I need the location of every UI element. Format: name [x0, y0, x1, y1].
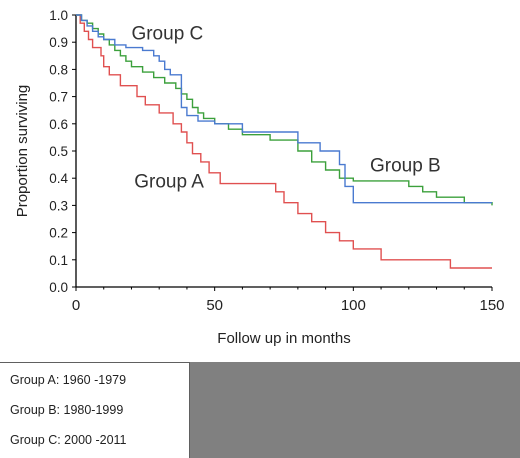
x-tick-label: 50 — [206, 297, 223, 314]
series-line-group-c — [76, 14, 492, 204]
chart-panel: 0.0 0.1 0.2 0.3 0.4 0.5 0.6 0.7 0.8 0.9 1.0 0 50 100 1… — [0, 0, 520, 362]
y-tick-label: 0.0 — [49, 280, 68, 295]
legend-group-b: Group B: 1980-1999 — [10, 403, 124, 417]
series-annotation: Group A — [134, 172, 204, 193]
annotations: Group C Group B Group A — [131, 23, 440, 192]
y-tick-label: 1.0 — [49, 8, 68, 23]
x-axis-label: Follow up in months — [217, 330, 350, 347]
survival-chart: 0.0 0.1 0.2 0.3 0.4 0.5 0.6 0.7 0.8 0.9 1.0 0 50 100 1… — [14, 8, 505, 347]
series-line-group-b — [76, 14, 493, 206]
y-tick-label: 0.2 — [49, 226, 68, 241]
x-tick-label: 0 — [72, 297, 80, 314]
legend-group-c: Group C: 2000 -2011 — [10, 433, 127, 447]
y-tick-label: 0.1 — [49, 253, 68, 268]
series-layer — [76, 14, 493, 269]
y-tick-label: 0.3 — [49, 198, 68, 213]
y-tick-label: 0.6 — [49, 117, 68, 132]
series-annotation: Group B — [370, 155, 441, 176]
x-tick-label: 150 — [479, 297, 504, 314]
y-tick-label: 0.9 — [49, 35, 68, 50]
axes: 0.0 0.1 0.2 0.3 0.4 0.5 0.6 0.7 0.8 0.9 1.0 0 50 100 1… — [49, 8, 504, 314]
y-axis-label: Proportion surviving — [14, 85, 31, 218]
legend-box: Group A: 1960 -1979 Group B: 1980-1999 G… — [0, 362, 190, 458]
y-tick-label: 0.8 — [49, 62, 68, 77]
y-tick-label: 0.5 — [49, 144, 68, 159]
background-panel — [190, 362, 520, 458]
series-line-group-a — [76, 14, 492, 269]
y-tick-label: 0.4 — [49, 171, 68, 186]
x-tick-label: 100 — [341, 297, 366, 314]
y-tick-label: 0.7 — [49, 90, 68, 105]
legend-group-a: Group A: 1960 -1979 — [10, 373, 127, 387]
series-annotation: Group C — [131, 23, 203, 44]
